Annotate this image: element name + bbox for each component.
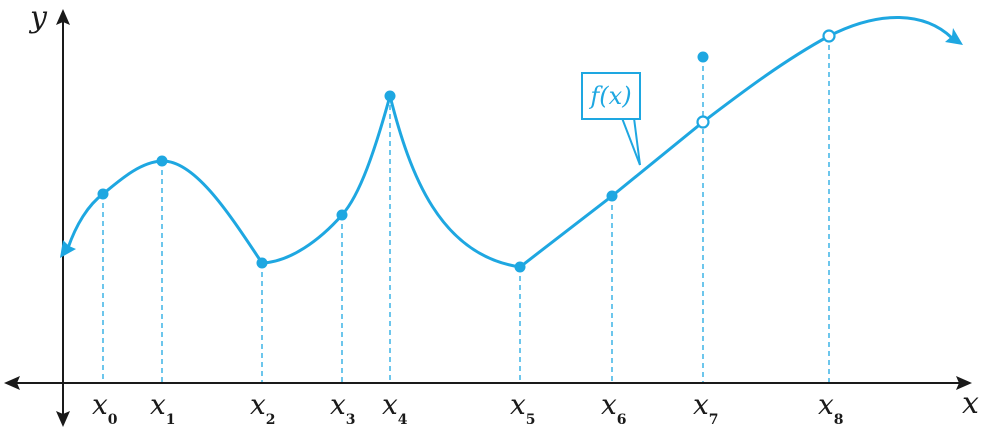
- tick-label-x6: x6: [601, 388, 627, 428]
- point-x4: [384, 90, 396, 102]
- tick-label-x8: x8: [818, 388, 844, 428]
- callout-pointer-2: [633, 117, 641, 166]
- tick-label-x2: x2: [250, 388, 276, 428]
- tick-label-x5: x5: [510, 388, 536, 428]
- callout-pointer: [621, 117, 641, 166]
- x-axis-right-arrow: [956, 376, 972, 390]
- y-axis-label: y: [28, 0, 48, 35]
- curve-left-arrow: [60, 240, 76, 258]
- open-point-x8: [822, 29, 836, 43]
- tick-label-x0: x0: [92, 388, 118, 428]
- function-label-box: [581, 72, 641, 120]
- point-x5: [514, 261, 526, 273]
- tick-label-x7: x7: [693, 388, 719, 428]
- point-x6: [606, 190, 618, 202]
- tick-labels: x0 x1 x2 x3 x4 x5 x6 x7 x8: [92, 388, 844, 428]
- curve-right-arrow: [945, 28, 963, 45]
- y-axis-top-arrow: [56, 9, 70, 25]
- function-label-callout: f(x): [581, 72, 641, 166]
- guide-lines: [102, 36, 830, 383]
- points: [97, 29, 836, 273]
- axes: [4, 9, 972, 427]
- function-curve: [60, 16, 963, 269]
- x-axis-left-arrow: [4, 376, 20, 390]
- tick-label-x3: x3: [330, 388, 356, 428]
- point-x3: [336, 209, 348, 221]
- tick-label-x4: x4: [382, 388, 408, 428]
- point-x0: [97, 188, 109, 200]
- curve-valley: [388, 94, 522, 269]
- function-label: f(x): [588, 82, 631, 110]
- x-axis-label: x: [962, 386, 979, 421]
- open-point-x7: [696, 115, 710, 129]
- point-x2: [256, 257, 268, 269]
- point-x1: [156, 155, 168, 167]
- y-axis-bottom-arrow: [56, 411, 70, 427]
- tick-label-x1: x1: [150, 388, 176, 428]
- point-x7-isolated: [697, 51, 709, 63]
